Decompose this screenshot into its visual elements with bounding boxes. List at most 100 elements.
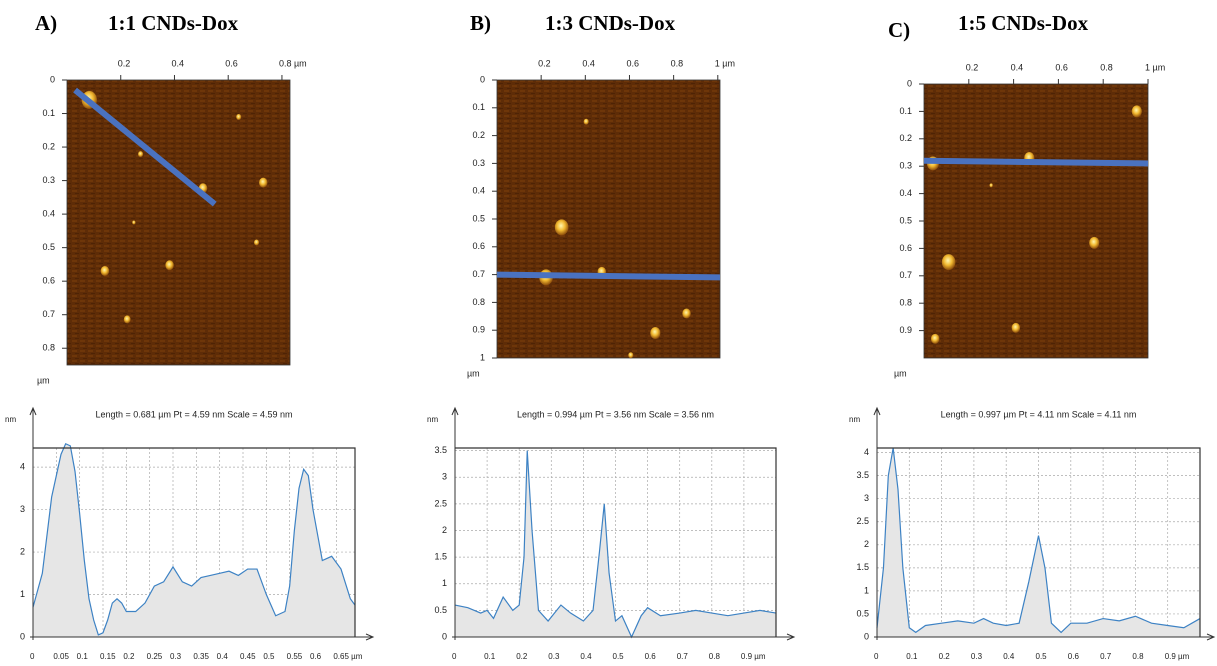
y-tick-label: 0 (50, 74, 55, 84)
x-tick-label: 0.2 (538, 58, 551, 68)
x-tick-label: 0.3 (548, 652, 560, 661)
x-tick-label: 0 (452, 652, 457, 661)
x-tick-label: 0.8 (709, 652, 721, 661)
afm-image (66, 79, 291, 366)
x-tick-label: 0.8 (1132, 652, 1144, 661)
y-tick-label: 0.3 (42, 175, 55, 185)
x-tick-label: 0.6 (225, 58, 238, 68)
y-tick-label: 2.5 (856, 516, 869, 526)
particle (628, 352, 634, 359)
y-unit: nm (5, 415, 16, 424)
scan-line (73, 87, 217, 207)
y-tick-label: 4 (20, 461, 25, 471)
y-tick-label: 0.3 (472, 158, 485, 168)
x-tick-label: 0.5 (263, 652, 275, 661)
plot-frame (455, 447, 777, 637)
y-tick-label: 2.5 (434, 498, 447, 508)
particle (930, 333, 940, 344)
x-tick-label: 0.4 (582, 58, 595, 68)
plot-frame (877, 447, 1201, 637)
x-tick-label: 0.6 (1068, 652, 1080, 661)
profile-area (33, 443, 355, 637)
profile-area (877, 448, 1200, 637)
y-tick-label: 1 (480, 352, 485, 362)
y-tick-label: 0.2 (472, 130, 485, 140)
x-tick-label: 0.05 (53, 652, 69, 661)
particle (989, 183, 993, 188)
x-tick-label: 0.2 (118, 58, 131, 68)
particle (1131, 105, 1142, 118)
y-tick-label: 0.7 (899, 270, 912, 280)
x-tick-label: 0.1 (484, 652, 496, 661)
y-tick-label: 0.1 (899, 106, 912, 116)
afm-image (923, 83, 1149, 359)
x-tick-label: 0.8 (671, 58, 684, 68)
y-tick-label: 1 (864, 585, 869, 595)
y-tick-label: 0.5 (472, 213, 485, 223)
particle (138, 151, 144, 158)
particle (258, 177, 268, 188)
x-tick-label: 0.3 (971, 652, 983, 661)
x-tick-label: 0.65 µm (333, 652, 362, 661)
y-tick-label: 0.8 (42, 343, 55, 353)
panel-label: B) (470, 11, 491, 35)
y-tick-label: 0.1 (472, 102, 485, 112)
y-unit: µm (467, 368, 480, 378)
y-tick-label: 0.7 (472, 269, 485, 279)
y-axis (451, 406, 459, 640)
y-tick-label: 0.7 (42, 309, 55, 319)
x-tick-label: 0.25 (147, 652, 163, 661)
x-tick-label: 0.6 (310, 652, 322, 661)
y-tick-label: 1.5 (856, 562, 869, 572)
x-tick-label: 0.15 (100, 652, 116, 661)
y-tick-label: 3 (442, 472, 447, 482)
x-tick-label: 0.8 (1100, 62, 1113, 72)
x-tick-label: 0.2 (516, 652, 528, 661)
x-axis (30, 633, 375, 641)
x-tick-label: 0.7 (677, 652, 689, 661)
x-tick-label: 0.5 (613, 652, 625, 661)
plot-frame (33, 447, 356, 637)
y-tick-label: 0 (20, 631, 25, 641)
particle (1011, 322, 1021, 333)
x-tick-label: 0.9 µm (741, 652, 766, 661)
x-tick-label: 1 µm (715, 58, 735, 68)
y-tick-label: 0.2 (899, 133, 912, 143)
x-tick-label: 0.9 µm (1165, 652, 1190, 661)
y-tick-label: 0 (480, 74, 485, 84)
y-tick-label: 0.1 (42, 108, 55, 118)
y-axis (873, 406, 881, 640)
x-tick-label: 0.4 (580, 652, 592, 661)
particle (941, 254, 956, 271)
profile-line (876, 447, 1201, 634)
y-tick-label: 0.4 (472, 186, 485, 196)
particle (236, 114, 242, 121)
particle (165, 260, 174, 271)
panel-title: 1:5 CNDs-Dox (958, 11, 1089, 35)
y-tick-label: 3 (864, 493, 869, 503)
y-unit: nm (849, 415, 860, 424)
y-tick-label: 0.9 (472, 325, 485, 335)
profile-line (32, 442, 356, 636)
scan-line (923, 157, 1149, 167)
y-tick-label: 0.9 (899, 325, 912, 335)
x-tick-label: 0.4 (1011, 62, 1024, 72)
x-tick-label: 0.5 (1036, 652, 1048, 661)
x-tick-label: 0.55 (287, 652, 303, 661)
y-tick-label: 0.5 (856, 608, 869, 618)
y-tick-label: 0.5 (899, 215, 912, 225)
profile-area (455, 450, 776, 637)
y-tick-label: 0 (907, 78, 912, 88)
panel-title: 1:1 CNDs-Dox (108, 11, 239, 35)
x-tick-label: 0.2 (939, 652, 951, 661)
x-tick-label: 0.6 (1055, 62, 1068, 72)
particle (123, 315, 131, 324)
y-tick-label: 0.5 (434, 605, 447, 615)
y-tick-label: 0.8 (899, 298, 912, 308)
particle (1089, 236, 1100, 249)
x-tick-label: 0.6 (626, 58, 639, 68)
x-tick-label: 0.45 (240, 652, 256, 661)
x-tick-label: 0.1 (906, 652, 918, 661)
y-tick-label: 2 (442, 525, 447, 535)
particle (554, 219, 569, 236)
